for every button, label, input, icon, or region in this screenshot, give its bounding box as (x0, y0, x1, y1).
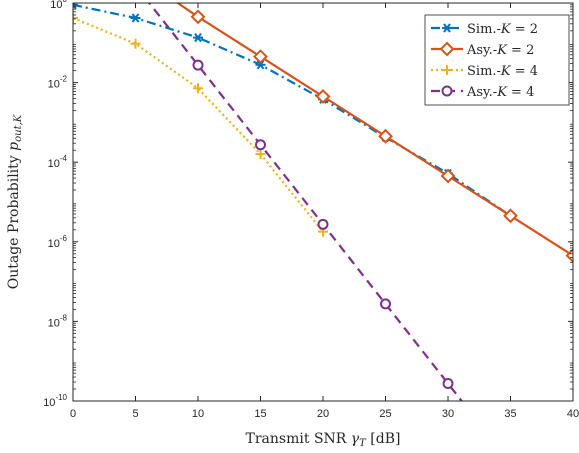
series-2-diamond-marker (315, 88, 331, 104)
axes-layer: 100 10-2 10-4 10-6 10-8 10-100 5 10 15 20 25 30 35 40 (43, 0, 579, 420)
legend-plus-marker (442, 65, 452, 75)
legend-circle-marker (441, 85, 453, 97)
legend-item: Asy.-K = 4 (431, 85, 534, 100)
series-4-circle-marker (192, 59, 204, 71)
legend: Sim.-K = 2 Asy.-K = 2 Sim.-K = 4 Asy.-K = 4 (424, 14, 570, 106)
series-3-plus-marker (73, 12, 78, 23)
series-2-line (175, 3, 573, 257)
x-tick-label: 35 (504, 408, 516, 420)
series-4-circle-marker (255, 139, 266, 151)
legend-label: Sim.-K = 2 (467, 22, 538, 37)
x-tick-label: 40 (567, 408, 579, 420)
series-3 (73, 12, 328, 237)
series-2-diamond-marker (565, 248, 573, 264)
legend-label: Asy.-K = 4 (466, 85, 534, 100)
y-tick-label: 100 (50, 0, 67, 11)
legend-label: Asy.-K = 2 (466, 43, 534, 58)
series-1-asterisk-marker (130, 13, 141, 23)
series-4-circle-marker (317, 218, 329, 230)
y-tick-label: 10-4 (48, 154, 68, 170)
series-2 (175, 3, 573, 264)
series-3-plus-marker (255, 149, 266, 160)
y-axis-label: Outage Probability pout,K (6, 114, 24, 289)
legend-item: Asy.-K = 2 (431, 41, 534, 58)
x-tick-label: 10 (192, 408, 204, 420)
legend-asterisk-marker (442, 23, 452, 33)
series-2-diamond-marker (503, 208, 518, 224)
y-tick-label: 10-10 (43, 393, 67, 409)
series-4-circle-marker (442, 378, 454, 390)
legend-diamond-marker (439, 41, 455, 57)
series-2-diamond-marker (253, 49, 268, 65)
series-3-plus-marker (130, 38, 141, 49)
series-1-line (73, 3, 512, 217)
series-1-asterisk-marker (255, 60, 266, 70)
y-tick-label: 10-6 (48, 234, 68, 250)
series-4-circle-marker (380, 298, 391, 310)
x-axis-label: Transmit SNR γT [dB] (246, 431, 401, 449)
x-tick-label: 5 (132, 408, 138, 420)
legend-item: Sim.-K = 2 (431, 22, 538, 37)
y-tick-label: 10-8 (48, 313, 68, 329)
x-tick-label: 30 (442, 408, 454, 420)
y-tick-label: 10-2 (48, 75, 68, 91)
x-tick-label: 0 (70, 408, 76, 420)
series-layer (73, 3, 573, 401)
series-4 (147, 3, 464, 401)
x-tick-label: 25 (379, 408, 391, 420)
x-tick-label: 20 (317, 408, 329, 420)
series-3-plus-marker (193, 83, 203, 94)
series-2-diamond-marker (378, 128, 393, 144)
series-2-diamond-marker (190, 9, 206, 25)
series-1-asterisk-marker (193, 33, 203, 43)
series-2-diamond-marker (440, 168, 456, 184)
legend-item: Sim.-K = 4 (431, 64, 538, 79)
series-3-line (73, 16, 324, 233)
axes-box (72, 2, 574, 402)
series-1-asterisk-marker (73, 3, 78, 10)
x-tick-label: 15 (254, 408, 266, 420)
legend-label: Sim.-K = 4 (467, 64, 538, 79)
